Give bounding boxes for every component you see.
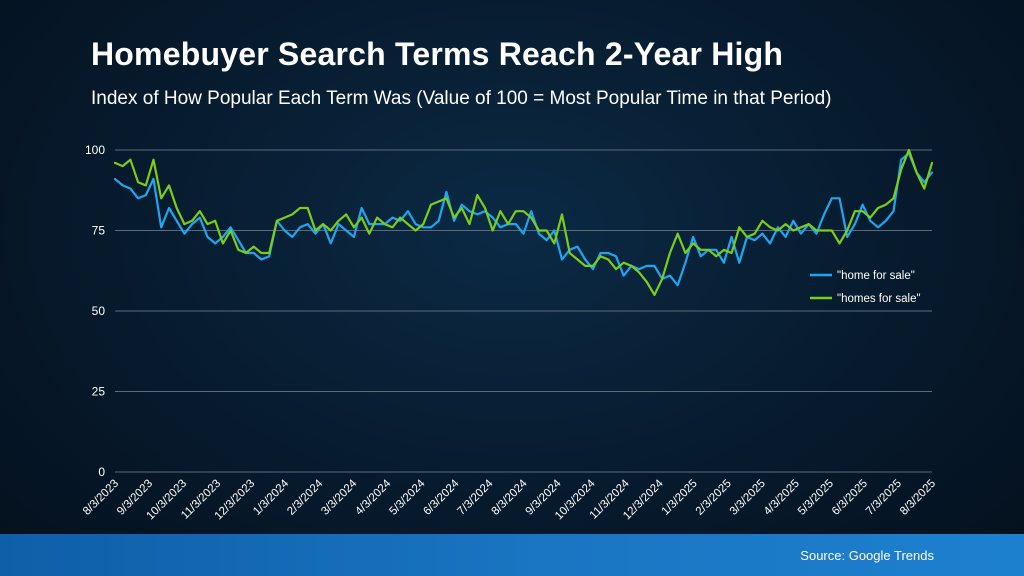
x-tick-label: 8/3/2025 [898,478,938,518]
x-tick-label: 7/3/2025 [864,478,904,518]
x-tick-label: 1/3/2025 [660,478,700,518]
legend-label: "homes for sale" [837,293,921,305]
y-tick-label: 75 [92,224,106,238]
gridlines [115,149,932,473]
y-tick-label: 50 [92,304,106,318]
line-chart: 0 25 50 75 100 8/3/20239/3/202310/3/202311/3… [81,143,938,522]
series-line-1 [113,152,934,287]
x-tick-label: 8/3/2024 [489,477,530,518]
x-tick-label: 8/3/2023 [81,478,121,518]
x-tick-label: 2/3/2025 [694,478,734,518]
chart-subtitle: Index of How Popular Each Term Was (Valu… [91,88,832,109]
series-line-2 [113,148,934,296]
x-tick-label: 6/3/2025 [830,478,870,518]
x-tick-label: 4/3/2025 [762,478,802,518]
x-tick-label: 7/3/2024 [455,477,496,518]
y-tick-label: 25 [92,385,106,399]
x-tick-label: 3/3/2025 [728,478,768,518]
x-tick-label: 3/3/2024 [319,477,360,518]
x-tick-label: 4/3/2024 [353,477,394,518]
chart-title: Homebuyer Search Terms Reach 2-Year High [91,36,784,72]
y-tick-label: 0 [98,465,105,479]
x-tick-label: 5/3/2024 [387,477,428,518]
source-note: Source: Google Trends [800,548,934,563]
legend: "home for sale" "homes for sale" [810,270,921,305]
x-tick-label: 5/3/2025 [796,478,836,518]
x-axis-ticks: 8/3/20239/3/202310/3/202311/3/202312/3/2… [81,477,938,522]
x-tick-label: 6/3/2024 [421,477,462,518]
series-lines [113,148,934,296]
x-tick-label: 2/3/2024 [285,477,326,518]
y-tick-label: 100 [85,143,105,157]
legend-label: "home for sale" [837,270,915,282]
x-tick-label: 1/3/2024 [251,477,292,518]
y-axis-ticks: 0 25 50 75 100 [85,143,105,479]
footer-bar: Source: Google Trends [0,534,1024,576]
